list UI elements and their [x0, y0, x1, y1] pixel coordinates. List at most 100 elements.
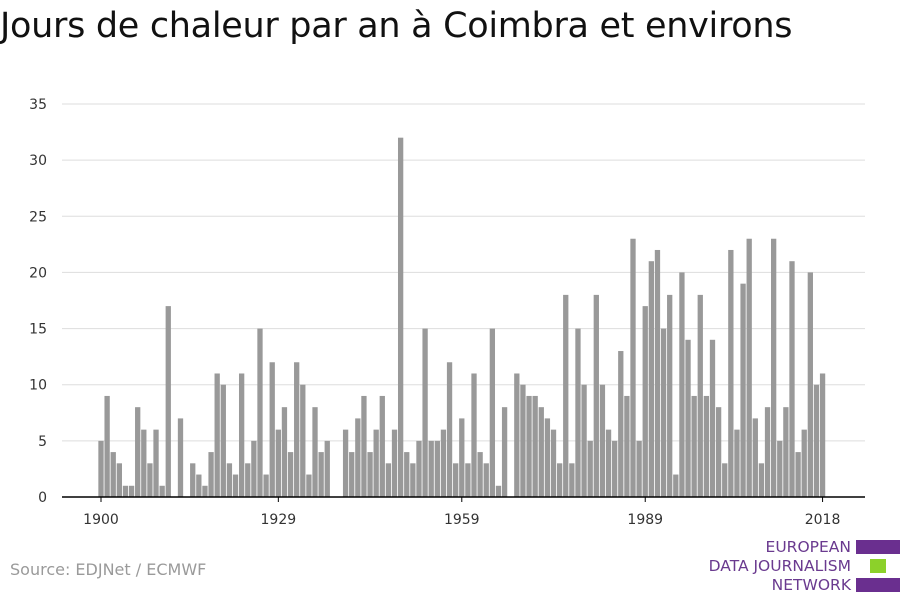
bar-1996 — [685, 339, 691, 497]
edjnet-logo: EUROPEAN DATA JOURNALISM NETWORK — [700, 536, 900, 596]
bar-1928 — [269, 362, 275, 497]
bar-1926 — [257, 328, 263, 497]
bar-1924 — [245, 463, 251, 497]
chart-title: Jours de chaleur par an à Coimbra et env… — [0, 6, 793, 46]
bar-1947 — [385, 463, 392, 497]
bar-1920 — [220, 384, 226, 497]
bar-2018 — [819, 373, 826, 497]
y-tick-label: 20 — [29, 265, 47, 281]
bar-1904 — [122, 485, 129, 497]
bar-1965 — [495, 485, 502, 497]
y-tick-label: 5 — [38, 434, 47, 450]
bar-1969 — [520, 384, 526, 497]
bar-1985 — [618, 351, 624, 497]
bar-1937 — [324, 440, 330, 497]
bar-1951 — [410, 463, 416, 497]
bar-1986 — [624, 395, 630, 497]
bar-1971 — [532, 395, 538, 497]
bar-1935 — [312, 407, 318, 497]
bar-1936 — [318, 452, 324, 497]
bar-1988 — [636, 440, 642, 497]
bar-1948 — [391, 429, 398, 497]
bar-1955 — [434, 440, 440, 497]
bar-1984 — [612, 440, 618, 497]
bar-2017 — [813, 384, 820, 497]
bar-1941 — [349, 452, 355, 497]
bar-1942 — [355, 418, 361, 497]
logo-line-2: DATA JOURNALISM — [708, 557, 851, 575]
bar-1973 — [544, 418, 551, 497]
y-tick-label: 30 — [29, 153, 47, 169]
bar-1960 — [465, 463, 471, 497]
logo-bar-middle — [870, 559, 886, 573]
bar-1921 — [226, 463, 233, 497]
bar-1963 — [483, 463, 489, 497]
bar-1975 — [556, 463, 563, 497]
bar-1906 — [135, 407, 141, 497]
bar-1910 — [159, 485, 165, 497]
y-tick-label: 25 — [29, 209, 47, 225]
bar-1980 — [587, 440, 593, 497]
grid-lines — [62, 103, 865, 442]
bar-1929 — [275, 429, 281, 497]
bar-1998 — [697, 294, 703, 497]
bar-1917 — [202, 485, 208, 497]
bar-1978 — [575, 328, 581, 497]
logo-bar-top — [856, 540, 900, 554]
bar-1918 — [208, 452, 214, 497]
bar-1950 — [404, 452, 410, 497]
bar-1994 — [673, 474, 679, 497]
bar-1925 — [251, 440, 257, 497]
y-tick-label: 0 — [38, 490, 47, 506]
bar-1913 — [177, 418, 184, 497]
x-tick-label: 1900 — [83, 512, 119, 528]
bar-1976 — [563, 294, 569, 497]
x-tick-label: 2018 — [805, 512, 841, 528]
bar-2000 — [709, 339, 716, 497]
bar-1966 — [501, 407, 508, 497]
logo-line-3: NETWORK — [771, 576, 851, 594]
source-note: Source: EDJNet / ECMWF — [10, 560, 207, 579]
bar-series — [98, 137, 826, 497]
bar-1962 — [477, 452, 483, 497]
bar-2002 — [722, 463, 728, 497]
bar-1944 — [367, 452, 373, 497]
bar-1919 — [214, 373, 220, 497]
bar-2001 — [715, 407, 722, 497]
bar-1905 — [128, 485, 135, 497]
x-tick-label: 1929 — [261, 512, 297, 528]
bar-1945 — [373, 429, 379, 497]
bar-2005 — [740, 283, 746, 497]
bar-1991 — [654, 249, 661, 497]
bar-1957 — [446, 362, 453, 497]
bar-2006 — [746, 238, 752, 497]
y-tick-labels: 0 5 10 15 20 25 30 35 — [29, 97, 47, 506]
bar-1933 — [300, 384, 306, 497]
bar-1987 — [630, 238, 636, 497]
bar-1981 — [593, 294, 599, 497]
bar-1997 — [691, 395, 697, 497]
bar-1983 — [605, 429, 612, 497]
bar-1964 — [489, 328, 496, 497]
bar-1956 — [440, 429, 447, 497]
bar-1907 — [141, 429, 147, 497]
bar-1915 — [190, 463, 196, 497]
bar-1940 — [342, 429, 349, 497]
bar-1922 — [232, 474, 239, 497]
bar-1992 — [660, 328, 667, 497]
logo-bar-bottom — [856, 578, 900, 592]
bar-2011 — [777, 440, 783, 497]
bar-1902 — [110, 452, 116, 497]
bar-1946 — [379, 395, 385, 497]
y-tick-label: 15 — [29, 322, 47, 338]
bar-1970 — [526, 395, 532, 497]
bar-1931 — [287, 452, 294, 497]
bar-2014 — [795, 452, 801, 497]
x-tick-label: 1989 — [627, 512, 663, 528]
bar-1989 — [642, 306, 648, 497]
bar-1916 — [196, 474, 202, 497]
bar-1999 — [703, 395, 710, 497]
bar-1953 — [422, 328, 428, 497]
bar-2004 — [734, 429, 740, 497]
